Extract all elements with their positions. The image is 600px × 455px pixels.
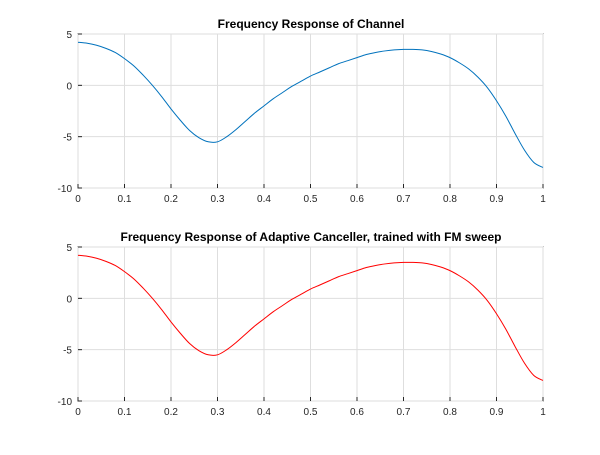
subplot-2-y-ticks: -10 -5 0 5 xyxy=(58,243,82,408)
subplot-2: Frequency Response of Adaptive Canceller… xyxy=(58,230,547,418)
subplot-2-x-tick-label: 0.4 xyxy=(257,407,271,418)
subplot-2-x-tick-label: 0.7 xyxy=(397,407,411,418)
subplot-1: Frequency Response of Channel 0 0.1 0.2 0.3… xyxy=(58,17,547,205)
subplot-2-x-ticks: 0 0.1 0.2 0.3 0.4 0.5 0.6 0.7 0.8 0.9 1 xyxy=(75,397,546,418)
subplot-1-x-tick-label: 0.1 xyxy=(118,194,132,205)
subplot-2-x-tick-label: 1 xyxy=(540,407,546,418)
subplot-2-y-tick-label: -10 xyxy=(58,397,73,408)
subplot-1-x-tick-label: 0.5 xyxy=(304,194,318,205)
subplot-1-y-tick-label: 5 xyxy=(66,30,72,41)
subplot-1-x-tick-label: 0.7 xyxy=(397,194,411,205)
subplot-2-y-tick-label: -5 xyxy=(63,346,72,357)
subplot-1-x-tick-label: 0.4 xyxy=(257,194,271,205)
subplot-1-y-tick-label: -5 xyxy=(63,133,72,144)
subplot-2-title: Frequency Response of Adaptive Canceller… xyxy=(121,230,502,244)
subplot-2-series-line xyxy=(77,254,544,381)
subplot-2-x-tick-label: 0.9 xyxy=(490,407,504,418)
subplot-1-grid xyxy=(77,33,544,189)
subplot-2-x-tick-label: 0 xyxy=(75,407,81,418)
subplot-2-x-tick-label: 0.3 xyxy=(211,407,225,418)
subplot-2-x-tick-label: 0.8 xyxy=(443,407,457,418)
subplot-2-x-tick-label: 0.2 xyxy=(164,407,178,418)
subplot-1-y-ticks: -10 -5 0 5 xyxy=(58,30,82,195)
subplot-2-x-tick-label: 0.6 xyxy=(350,407,364,418)
subplot-2-y-tick-label: 5 xyxy=(66,243,72,254)
subplot-1-x-tick-label: 0.9 xyxy=(490,194,504,205)
subplot-1-x-tick-label: 0.8 xyxy=(443,194,457,205)
subplot-1-x-tick-label: 0.3 xyxy=(211,194,225,205)
subplot-1-title: Frequency Response of Channel xyxy=(218,17,405,31)
subplot-1-x-tick-label: 1 xyxy=(540,194,546,205)
subplot-1-x-ticks: 0 0.1 0.2 0.3 0.4 0.5 0.6 0.7 0.8 0.9 1 xyxy=(75,184,546,205)
subplot-1-y-tick-label: -10 xyxy=(58,184,73,195)
subplot-1-x-tick-label: 0.2 xyxy=(164,194,178,205)
subplot-1-y-tick-label: 0 xyxy=(66,81,72,92)
subplot-2-x-tick-label: 0.5 xyxy=(304,407,318,418)
subplot-1-x-tick-label: 0 xyxy=(75,194,81,205)
subplot-1-x-tick-label: 0.6 xyxy=(350,194,364,205)
subplot-1-series-line xyxy=(77,41,544,168)
subplot-2-x-tick-label: 0.1 xyxy=(118,407,132,418)
subplot-2-y-tick-label: 0 xyxy=(66,294,72,305)
